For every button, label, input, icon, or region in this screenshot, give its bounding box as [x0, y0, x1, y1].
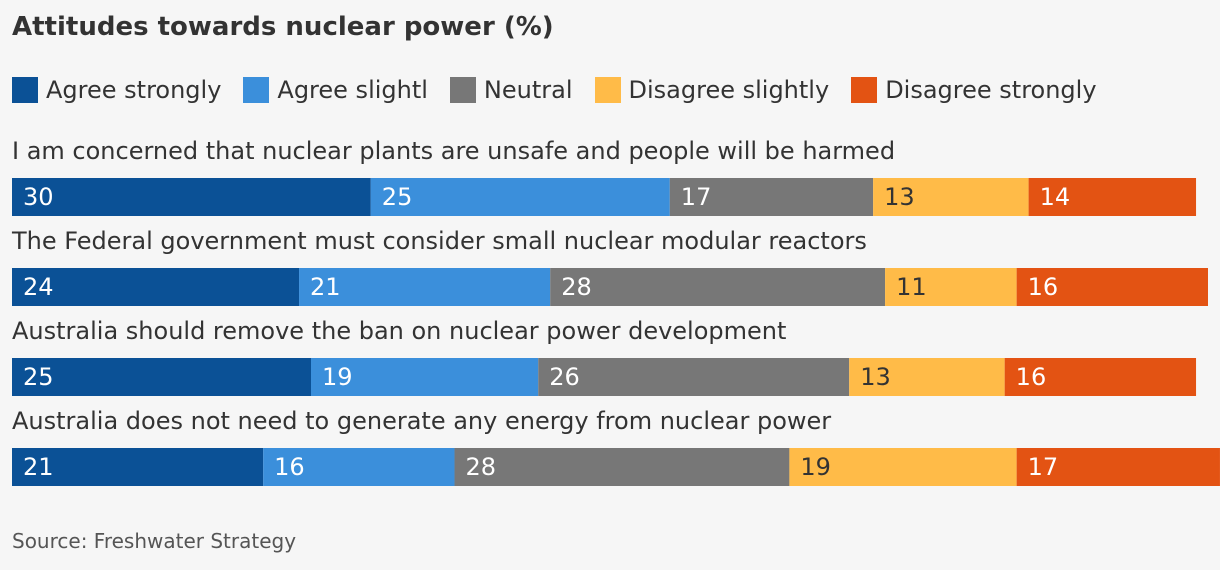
data-label-neutral-row-2: 28	[561, 273, 592, 301]
bar-segment-agree-strongly-row-4	[12, 448, 264, 486]
bar-segment-agree-strongly-row-3	[12, 358, 311, 396]
bar-segment-neutral-row-4	[454, 448, 790, 486]
legend-item-agree-slightly: Agree slightl	[243, 76, 428, 104]
category-label-3: Australia should remove the ban on nucle…	[12, 317, 786, 345]
data-label-disagree-slightly-row-4: 19	[800, 453, 831, 481]
data-label-disagree-slightly-row-1: 13	[884, 183, 915, 211]
data-label-neutral-row-3: 26	[549, 363, 580, 391]
legend-label-disagree-strongly: Disagree strongly	[885, 76, 1097, 104]
bar-segment-agree-strongly-row-2	[12, 268, 300, 306]
data-label-agree-slightl-row-2: 21	[310, 273, 341, 301]
legend-item-disagree-slightly: Disagree slightly	[594, 76, 830, 104]
bar-segment-agree-slightl-row-2	[299, 268, 551, 306]
legend-label-neutral: Neutral	[483, 76, 573, 104]
bar-segment-agree-slightl-row-1	[370, 178, 670, 216]
category-label-2: The Federal government must consider sma…	[11, 227, 867, 255]
data-label-agree-slightl-row-4: 16	[274, 453, 305, 481]
legend-item-agree-strongly: Agree strongly	[12, 76, 221, 104]
bar-segment-disagree-strongly-row-1	[1028, 178, 1197, 216]
category-label-4: Australia does not need to generate any …	[12, 407, 831, 435]
data-label-agree-strongly-row-2: 24	[23, 273, 54, 301]
chart-title: Attitudes towards nuclear power (%)	[12, 12, 554, 42]
bar-segment-disagree-slightly-row-1	[873, 178, 1029, 216]
data-label-agree-slightl-row-3: 19	[322, 363, 353, 391]
data-label-agree-strongly-row-3: 25	[23, 363, 54, 391]
legend: Agree strongly Agree slightl Neutral Dis…	[12, 76, 1119, 104]
bar-segment-disagree-strongly-row-2	[1016, 268, 1208, 306]
data-label-disagree-slightly-row-3: 13	[860, 363, 891, 391]
bar-segment-agree-slightl-row-3	[311, 358, 539, 396]
legend-swatch-agree-strongly	[12, 77, 38, 103]
bar-segment-neutral-row-3	[538, 358, 850, 396]
data-label-neutral-row-4: 28	[466, 453, 497, 481]
bar-segment-neutral-row-2	[550, 268, 886, 306]
bar-segment-agree-strongly-row-1	[12, 178, 371, 216]
bar-segment-neutral-row-1	[669, 178, 874, 216]
bar-segment-disagree-slightly-row-4	[789, 448, 1017, 486]
category-label-1: I am concerned that nuclear plants are u…	[12, 137, 895, 165]
data-label-agree-strongly-row-4: 21	[23, 453, 54, 481]
data-label-agree-strongly-row-1: 30	[23, 183, 54, 211]
legend-swatch-disagree-slightly	[594, 77, 621, 103]
legend-item-disagree-strongly: Disagree strongly	[851, 76, 1097, 104]
legend-item-neutral: Neutral	[449, 76, 573, 104]
bar-segment-disagree-strongly-row-3	[1004, 358, 1197, 396]
bar-segment-disagree-strongly-row-4	[1016, 448, 1220, 486]
data-label-disagree-slightly-row-2: 11	[896, 273, 927, 301]
legend-label-agree-slightly: Agree slightl	[277, 76, 428, 104]
data-label-agree-slightl-row-1: 25	[382, 183, 413, 211]
bar-segment-disagree-slightly-row-2	[885, 268, 1017, 306]
legend-label-disagree-slightly: Disagree slightly	[628, 76, 830, 104]
legend-swatch-agree-slightly	[243, 77, 270, 103]
data-label-disagree-strongly-row-2: 16	[1028, 273, 1059, 301]
data-label-neutral-row-1: 17	[681, 183, 712, 211]
legend-swatch-neutral	[449, 77, 476, 103]
data-label-disagree-strongly-row-3: 16	[1016, 363, 1047, 391]
data-label-disagree-strongly-row-1: 14	[1040, 183, 1071, 211]
legend-label-agree-strongly: Agree strongly	[46, 76, 222, 104]
legend-swatch-disagree-strongly	[851, 77, 878, 103]
bar-segment-agree-slightl-row-4	[263, 448, 455, 486]
bar-segment-disagree-slightly-row-3	[849, 358, 1005, 396]
source-note: Source: Freshwater Strategy	[12, 529, 297, 553]
data-label-disagree-strongly-row-4: 17	[1028, 453, 1059, 481]
